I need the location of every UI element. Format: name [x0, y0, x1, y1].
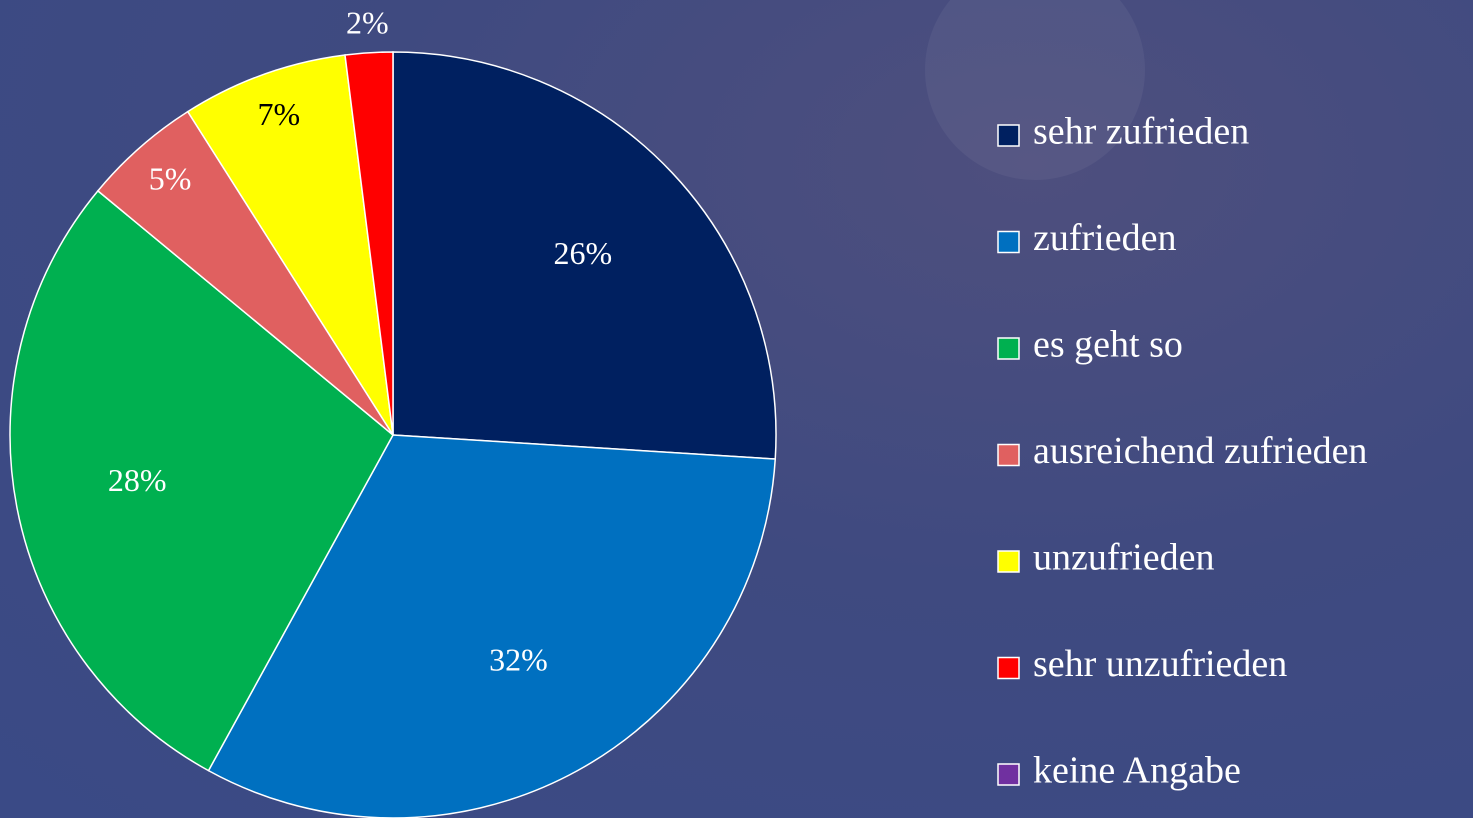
pie-slice [344, 51, 394, 436]
legend-swatch [997, 337, 1020, 360]
legend-label: ausreichend zufrieden [1033, 430, 1367, 472]
legend-label: sehr zufrieden [1033, 111, 1249, 153]
pie-slice [9, 189, 394, 772]
legend-swatch [997, 124, 1020, 147]
legend-swatch [997, 550, 1020, 573]
legend-swatch [997, 656, 1020, 680]
legend-swatch [997, 763, 1020, 786]
pie-slice [186, 54, 394, 436]
pie-slice [207, 434, 777, 818]
data-label: 7% [258, 96, 301, 132]
background-decoration [925, 0, 1145, 180]
legend-label: keine Angabe [1033, 750, 1241, 792]
pie-slice [392, 51, 777, 460]
data-label: 26% [554, 235, 613, 271]
legend-swatch [997, 230, 1020, 254]
legend-label: sehr unzufrieden [1033, 643, 1287, 685]
data-label: 2% [346, 4, 389, 40]
data-label: 32% [489, 642, 548, 678]
data-label: 28% [108, 462, 167, 498]
legend-label: unzufrieden [1033, 537, 1214, 579]
data-label: 5% [149, 161, 192, 197]
legend-label: es geht so [1033, 324, 1183, 366]
legend-label: zufrieden [1033, 217, 1176, 259]
legend-swatch [997, 443, 1020, 467]
